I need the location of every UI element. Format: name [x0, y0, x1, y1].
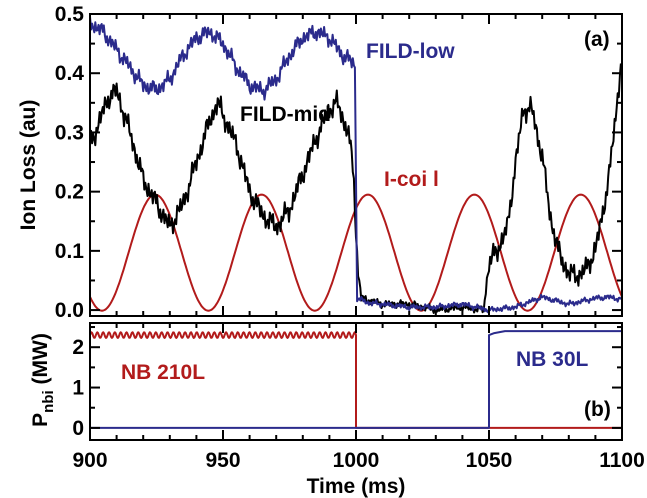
- fild-mid-label: FILD-mid: [240, 103, 331, 126]
- panel-a-ytick-label: 0.3: [55, 121, 84, 144]
- panel-a-ytick-label: 0.1: [55, 240, 85, 263]
- panel-b-xtick-label: 1100: [599, 449, 645, 472]
- panel-a-ylabel: Ion Loss (au): [17, 100, 40, 231]
- panel-a-series: [89, 16, 623, 314]
- panel-b-ytick-label: 0: [72, 417, 84, 440]
- nb-30l-line: [90, 330, 622, 429]
- panel-b-label: (b): [584, 398, 611, 421]
- panel-b-ylabel: Pnbi (MW): [29, 333, 57, 427]
- i-coil-label: I-coi l: [384, 168, 439, 191]
- nb-30l-label: NB 30L: [516, 348, 589, 371]
- panel-b-xtick-label: 1000: [333, 449, 380, 472]
- panel-b-xtick-label: 950: [205, 449, 240, 472]
- panel-b-ytick-label: 2: [72, 336, 84, 359]
- panel-a-ytick-label: 0.2: [55, 181, 84, 204]
- panel-a-ytick-label: 0.5: [55, 3, 85, 26]
- panel-b-series: [89, 330, 622, 429]
- nb-210l-line: [89, 331, 622, 429]
- panel-a-ytick-label: 0.0: [55, 299, 84, 322]
- panel-b-xtick-label: 900: [72, 449, 107, 472]
- panel-b-xtick-label: 1050: [466, 449, 513, 472]
- x-axis-title: Time (ms): [307, 475, 406, 498]
- panel-a: 0.0 0.1 0.2 0.3 0.4 0.5 (a) FILD-low FILD-mid…: [17, 3, 623, 322]
- fild-low-line: [89, 16, 622, 314]
- nb-210l-label: NB 210L: [121, 361, 205, 384]
- panel-b-ytick-label: 1: [72, 377, 84, 400]
- panel-b-ticks: 900 950 1000 1050 1100 0 1 2: [72, 323, 645, 472]
- panel-a-ticks: 0.0 0.1 0.2 0.3 0.4 0.5: [55, 3, 623, 322]
- fild-low-label: FILD-low: [366, 40, 455, 63]
- panel-a-label: (a): [584, 28, 610, 51]
- panel-a-ytick-label: 0.4: [55, 62, 85, 85]
- panel-b: 900 950 1000 1050 1100 0 1 2 (b) NB 210L NB 30L…: [29, 322, 645, 498]
